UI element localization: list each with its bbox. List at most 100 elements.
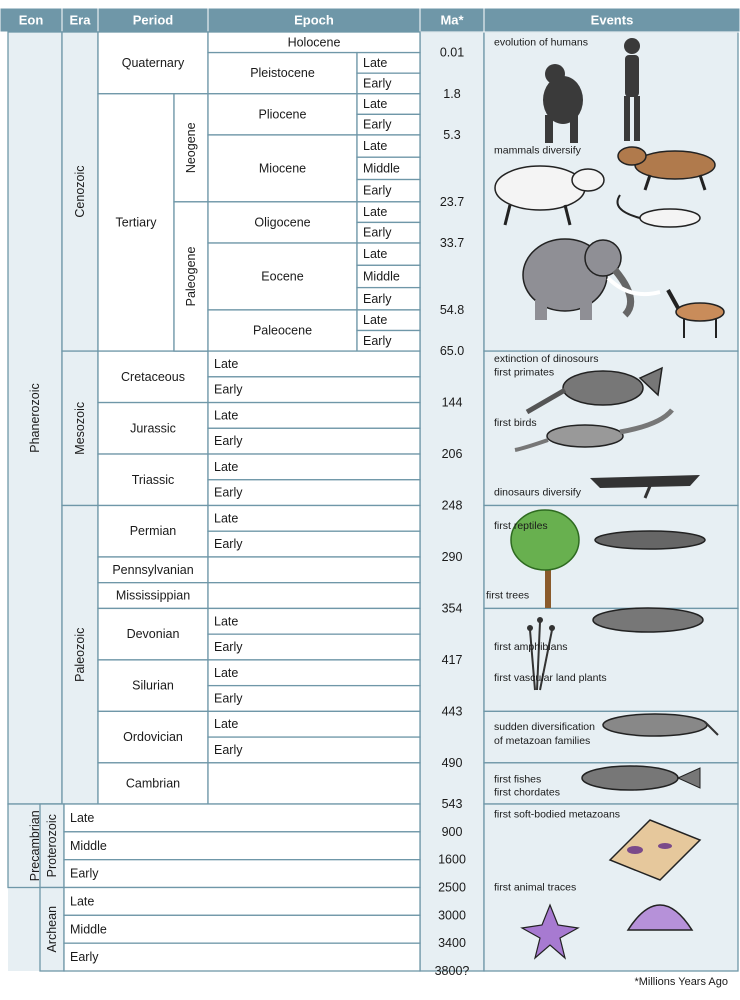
period-label: Ordovician [123,730,183,744]
precambrian-row-cell [63,942,421,972]
ma-value: 1600 [438,853,466,867]
precambrian-row-label: Middle [70,839,107,853]
period-label: Tertiary [116,215,158,229]
epoch-subdivision-label: Early [363,226,392,240]
era-label: Proterozoic [45,814,59,877]
period-subdivision-cell [207,607,421,635]
epoch-subdivision-label: Early [363,334,392,348]
event-label: of metazoan families [494,735,590,747]
epoch-subdivision-label: Middle [363,161,400,175]
ma-value: 417 [442,653,463,667]
epoch-subdivision-label: Late [363,205,387,219]
event-label: extinction of dinosours [494,353,598,365]
event-label: first soft-bodied metazoans [494,808,620,820]
event-label: mammals diversify [494,144,582,156]
period-subdivision-label: Late [214,408,238,422]
period-subdivision-label: Late [214,614,238,628]
epoch-subdivision-label: Late [363,56,387,70]
header-ma: Ma* [440,13,464,28]
period-subdivision-cell [207,582,421,610]
period-subdivision-cell [207,684,421,713]
precambrian-row-cell [63,803,421,833]
period-label: Pennsylvanian [112,563,193,577]
epoch-subdivision-label: Early [363,118,392,132]
epoch-label: Pliocene [259,107,307,121]
period-cell [97,582,209,610]
period-subdivision-cell [207,401,421,429]
header-events-cell [483,7,740,33]
ma-value: 290 [442,550,463,564]
fish-illustration [581,765,701,791]
ma-value: 490 [442,756,463,770]
ma-value: 1.8 [443,87,460,101]
precambrian-row-label: Late [70,894,94,908]
subperiod-cell [173,93,209,203]
period-subdivision-cell [207,633,421,661]
ma-value: 3000 [438,908,466,922]
period-subdivision-cell [207,427,421,455]
reptile-illustration [594,530,706,550]
illustrations [494,38,725,960]
event-label: first birds [494,417,537,429]
ma-value: 33.7 [440,236,464,250]
period-subdivision-label: Early [214,537,243,551]
period-label: Devonian [127,627,180,641]
boar-illustration [494,165,605,226]
event-label: first reptiles [494,520,548,532]
ma-value: 248 [442,498,463,512]
era-label: Paleozoic [73,628,87,682]
period-label: Cambrian [126,776,180,790]
header-era: Era [70,13,92,28]
period-subdivision-cell [207,762,421,805]
ma-value: 3400 [438,936,466,950]
header-events: Events [591,13,634,28]
epoch-subdivision-label: Early [363,76,392,90]
epoch-subdivision-label: Middle [363,269,400,283]
period-subdivision-cell [207,659,421,687]
period-subdivision-cell [207,530,421,558]
era-label: Archean [45,906,59,953]
epoch-cell [207,51,358,95]
period-subdivision-label: Early [214,640,243,654]
subperiod-label: Paleogene [184,247,198,307]
tree-illustration [510,509,580,608]
period-subdivision-cell [207,453,421,481]
subperiod-cell [173,201,209,352]
period-label: Silurian [132,679,174,693]
epoch-subdivision-label: Late [363,247,387,261]
period-subdivision-label: Early [214,434,243,448]
ma-value: 354 [442,601,463,615]
period-subdivision-cell [207,504,421,532]
starfish-illustration [520,903,580,960]
soft-bodied-fossil-illustration [608,819,702,881]
precambrian-row-cell [63,886,421,916]
epoch-subdivision-label: Late [363,139,387,153]
event-label: first animal traces [494,882,576,894]
ma-value: 65.0 [440,344,464,358]
ma-value: 144 [442,396,463,410]
epoch-label: Pleistocene [250,66,315,80]
period-cell [97,607,209,661]
period-subdivision-cell [207,376,421,404]
ma-value: 206 [442,447,463,461]
period-subdivision-label: Late [214,511,238,525]
precambrian-row-cell [63,831,421,861]
period-subdivision-cell [207,556,421,584]
period-cell [97,401,209,455]
raptor-illustration [590,475,700,499]
precambrian-row-label: Middle [70,922,107,936]
ma-value: 900 [442,825,463,839]
event-label: first amphibians [494,641,568,653]
event-label: first vascular land plants [494,672,607,684]
shell-illustration [626,904,694,931]
weasel-illustration [616,194,701,228]
precambrian-row-cell [63,914,421,944]
header-period: Period [133,13,174,28]
eon-label: Precambrian [28,810,42,881]
epoch-subdivision-label: Late [363,313,387,327]
event-label: first fishes [494,773,541,785]
mammoth-illustration [522,238,661,320]
period-subdivision-label: Late [214,717,238,731]
event-panel [483,803,739,972]
epoch-label: Oligocene [254,215,310,229]
